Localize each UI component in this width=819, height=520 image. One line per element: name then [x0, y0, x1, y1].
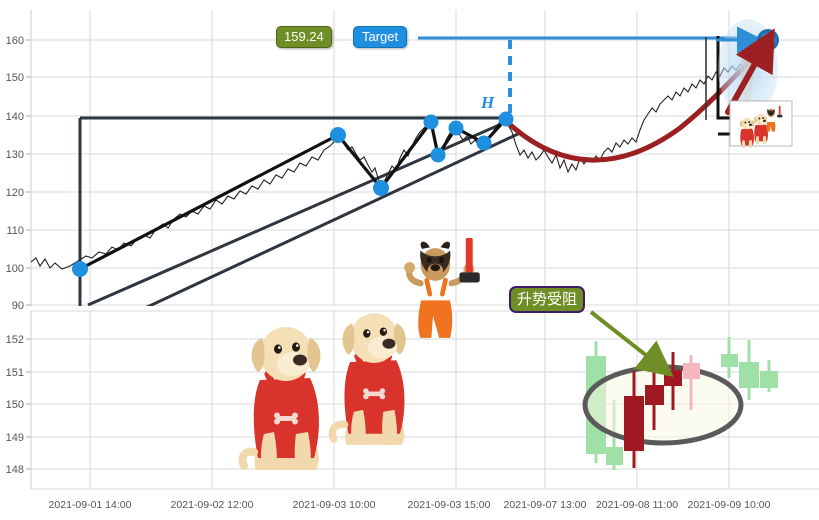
ytick-label: 100 — [6, 263, 24, 275]
dog-sticker-left — [238, 327, 321, 470]
price-panel-content — [31, 19, 779, 306]
ytick-label: 150 — [6, 399, 24, 411]
xtick-label: 2021-09-03 15:00 — [408, 499, 491, 511]
bullseye-icon — [757, 29, 779, 51]
xtick-label: 2021-09-09 10:00 — [688, 499, 771, 511]
pivot-marker — [72, 261, 88, 277]
price-panel-yticks: 160 150 140 130 120 110 100 90 — [6, 35, 24, 312]
ytick-label: 120 — [6, 187, 24, 199]
price-badge[interactable]: 159.24 — [276, 26, 332, 48]
pivot-marker — [430, 147, 446, 163]
resistance-badge[interactable]: 升势受阻 — [509, 286, 586, 313]
xtick-label: 2021-09-03 10:00 — [293, 499, 376, 511]
dog-sticker-mid — [328, 313, 406, 445]
dog-worker-sticker — [404, 238, 480, 338]
pivot-marker — [448, 120, 464, 136]
h-label: H — [481, 93, 495, 112]
ytick-label: 130 — [6, 149, 24, 161]
xtick-label: 2021-09-02 12:00 — [171, 499, 254, 511]
support-trendline-2 — [145, 131, 521, 306]
candle-down — [624, 371, 644, 468]
ytick-label: 110 — [6, 225, 24, 237]
candle-up — [683, 355, 700, 410]
pointer-arrow — [589, 310, 674, 377]
candle-up — [760, 360, 778, 392]
dog-pair-thumbnail — [729, 100, 793, 148]
ytick-label: 90 — [12, 300, 24, 312]
pivot-marker — [423, 114, 439, 130]
xtick-label: 2021-09-08 11:00 — [596, 499, 678, 511]
pivot-marker — [373, 180, 389, 196]
pivot-marker — [498, 111, 514, 127]
xtick-label: 2021-09-07 13:00 — [504, 499, 587, 511]
ytick-label: 150 — [6, 72, 24, 84]
ytick-label: 151 — [6, 367, 24, 379]
pivot-marker — [330, 127, 346, 143]
candle-up — [739, 340, 759, 400]
ytick-label: 149 — [6, 432, 24, 444]
target-badge[interactable]: Target — [353, 26, 408, 48]
ytick-label: 140 — [6, 111, 24, 123]
ytick-label: 160 — [6, 35, 24, 47]
xtick-label: 2021-09-01 14:00 — [49, 499, 132, 511]
pivot-marker — [476, 135, 492, 151]
xtick-labels: 2021-09-01 14:00 2021-09-02 12:00 2021-0… — [49, 499, 771, 511]
ytick-label: 148 — [6, 464, 24, 476]
ytick-label: 152 — [6, 334, 24, 346]
price-line — [31, 54, 769, 270]
candle-up — [721, 337, 738, 378]
pivot-markers — [72, 111, 514, 277]
candlestick-panel-yticks: 152 151 150 149 148 — [6, 334, 24, 476]
